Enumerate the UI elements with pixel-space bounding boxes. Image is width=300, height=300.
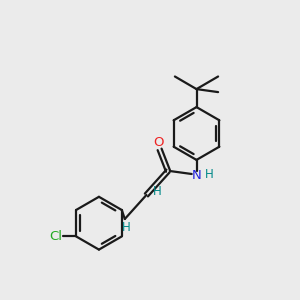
Text: H: H (152, 185, 161, 199)
Text: N: N (192, 169, 201, 182)
Text: O: O (153, 136, 164, 149)
Text: Cl: Cl (50, 230, 62, 243)
Text: H: H (205, 168, 214, 181)
Text: H: H (122, 221, 131, 234)
